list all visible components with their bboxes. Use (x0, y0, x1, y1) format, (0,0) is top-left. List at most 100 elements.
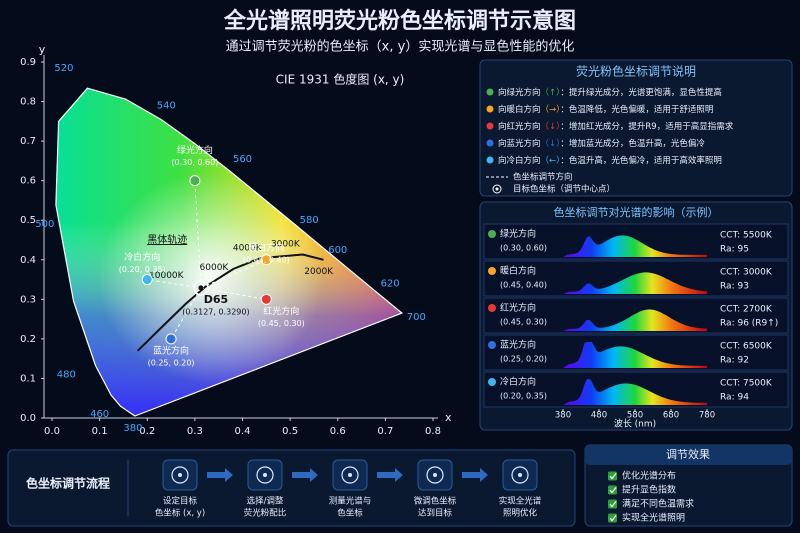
step-arrow (292, 468, 318, 482)
y-tick-label: 0.2 (20, 334, 36, 345)
point (189, 175, 201, 187)
row-ra: Ra: 93 (720, 282, 749, 292)
y-tick-label: 0.3 (20, 294, 36, 305)
y-tick-label: 0.6 (20, 176, 36, 187)
check-box (608, 513, 617, 523)
step-icon (171, 466, 189, 484)
spectra-tick-label: 780 (699, 411, 715, 421)
point-name: 暖白方向 (248, 241, 284, 253)
legend-desc: ：提升绿光成分，光谱更饱满，显色性提高 (560, 87, 722, 98)
locus-label: 黑体轨迹 (147, 233, 187, 246)
subtitle: 通过调节荧光粉的色坐标（x, y）实现光谱与显色性能的优化 (226, 39, 575, 55)
row-coord: (0.25, 0.20) (500, 355, 547, 364)
wavelength-label: 560 (233, 154, 252, 165)
step-icon (256, 466, 274, 484)
spectrum (563, 235, 707, 257)
point-name: 红光方向 (263, 305, 299, 317)
x-tick-label: 0.1 (92, 426, 108, 437)
spectrum (563, 342, 707, 368)
row-name: 冷白方向 (500, 376, 536, 388)
step-text: 选择/调整 (247, 496, 284, 507)
adjust-arrow (170, 287, 202, 340)
legend-item: 向冷白方向（←）：色温升高，光色偏冷，适用于高效率照明 (498, 155, 722, 166)
legend-item: 向暖白方向（→）：色温降低，光色偏暖，适用于舒适照明 (498, 104, 713, 115)
effect-item: 优化光谱分布 (622, 470, 676, 482)
wavelength-label: 520 (54, 63, 73, 74)
point (141, 274, 153, 286)
y-tick-label: 0.8 (20, 97, 36, 108)
effect-item: 满足不同色温需求 (622, 498, 694, 510)
y-tick-label: 0.0 (20, 413, 36, 424)
legend-arrow: （↓） (541, 138, 561, 149)
row-dot (488, 341, 496, 349)
legend-arrow: （↓） (541, 121, 561, 132)
legend-title: 荧光粉色坐标调节说明 (576, 64, 696, 79)
wavelength-label: 540 (157, 101, 176, 112)
planckian-locus (136, 253, 324, 352)
row-name: 红光方向 (500, 302, 536, 314)
check-mark (609, 515, 617, 522)
point (260, 254, 272, 266)
effects-title: 调节效果 (666, 447, 710, 461)
row-ra: Ra: 94 (720, 393, 749, 403)
legend-item: 向蓝光方向（↓）：增加蓝光成分，色温升高，光色偏冷 (498, 138, 705, 149)
row-cct: CCT: 6500K (720, 342, 773, 352)
x-axis-label: x (445, 411, 452, 424)
row-dot (488, 304, 496, 312)
wavelength-label: 600 (328, 245, 347, 256)
step-icon-dot (178, 473, 182, 477)
point-name: 绿光方向 (177, 144, 213, 156)
step-icon (426, 466, 444, 484)
step-icon-dot (263, 473, 267, 477)
chart-title: CIE 1931 色度图 (x, y) (276, 72, 405, 87)
cct-label: 3000K (271, 239, 301, 249)
step-text: 荧光粉配比 (244, 508, 287, 519)
point (260, 293, 272, 305)
check-box (608, 471, 617, 481)
x-tick-label: 0.0 (44, 426, 60, 437)
row-name: 蓝光方向 (500, 339, 536, 351)
x-tick-label: 0.4 (235, 426, 251, 437)
step-text: 设定目标 (163, 496, 198, 507)
step-text: 色坐标 (x, y) (155, 508, 205, 519)
legend-item: 向红光方向（↓）：增加红光成分，提升R9，适用于高显指需求 (498, 121, 734, 132)
point-coord: (0.3127, 0.3290) (182, 307, 249, 316)
check-mark (609, 473, 617, 480)
point-name: 蓝光方向 (153, 344, 189, 356)
step-arrow (462, 468, 488, 482)
row-coord: (0.30, 0.60) (500, 244, 547, 253)
legend-dot (486, 105, 494, 113)
step-text: 实现全光谱 (499, 496, 542, 507)
row-dot (488, 230, 496, 238)
spectra-tick-label: 480 (591, 411, 607, 421)
legend-desc: ：增加红光成分，提升R9，适用于高显指需求 (560, 121, 733, 132)
point (193, 280, 209, 296)
check-mark (609, 487, 617, 494)
wavelength-label: 700 (407, 312, 426, 323)
process-title: 色坐标调节流程 (26, 476, 110, 491)
point-coord: (0.45, 0.40) (243, 255, 290, 264)
legend-name: 向冷白方向 (498, 155, 541, 166)
wavelength-label: 580 (300, 215, 319, 226)
legend-desc: ：色温升高，光色偏冷，适用于高效率照明 (560, 155, 722, 166)
wavelength-label: 500 (35, 219, 54, 230)
step-arrow (377, 468, 403, 482)
point-coord: (0.45, 0.30) (258, 319, 305, 328)
row-cct: CCT: 7500K (720, 379, 773, 389)
spectrum (563, 379, 707, 405)
check-box (608, 485, 617, 495)
spectra-tick-label: 680 (663, 411, 679, 421)
spectra-tick-label: 580 (627, 411, 643, 421)
x-tick-label: 0.7 (377, 426, 393, 437)
row-cct: CCT: 2700K (720, 305, 773, 315)
row-name: 绿光方向 (500, 228, 536, 240)
legend-dot (486, 122, 494, 130)
step-text: 测量光谱与 (329, 496, 372, 507)
point-name: D65 (204, 293, 228, 306)
y-axis-label: y (39, 43, 46, 56)
spectra-x-label: 波长 (nm) (614, 418, 656, 430)
legend-arrow: （→） (541, 104, 561, 115)
legend-target-dot (495, 187, 499, 191)
